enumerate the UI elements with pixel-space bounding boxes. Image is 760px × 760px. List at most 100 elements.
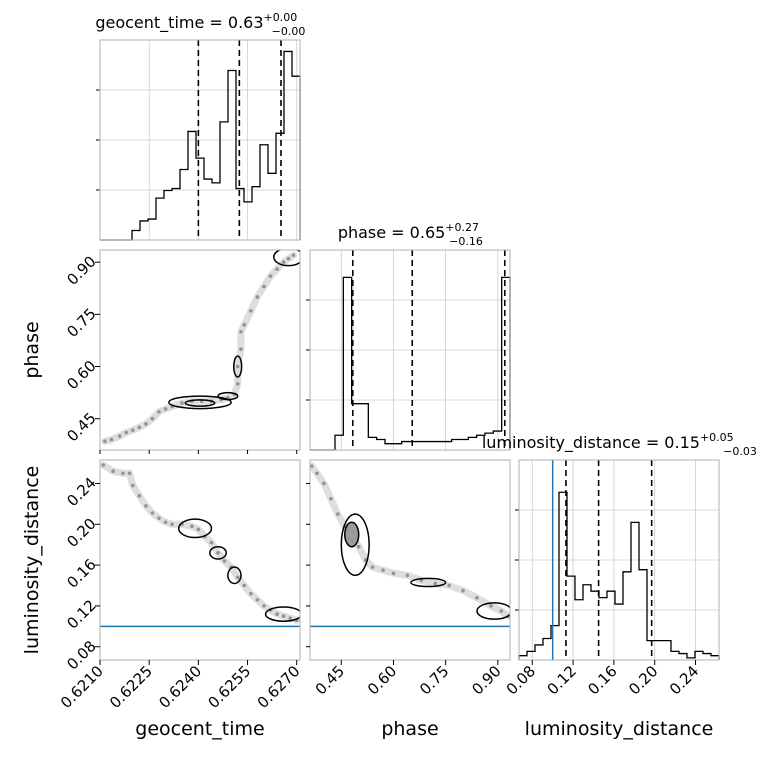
panel-phase_luminosity_distance-point-7 — [356, 544, 361, 549]
panel-geocent_time_phase-point-22 — [242, 322, 247, 327]
panel-geocent_time_phase-point-4 — [130, 428, 135, 432]
panel-phase_luminosity_distance-point-3 — [329, 496, 333, 501]
title-ph-upper: +0.27 — [445, 221, 479, 234]
yaxis-ph: 0.45 0.60 0.75 0.90 phase — [21, 252, 100, 445]
panel-geocent_time_phase-point-1 — [109, 437, 114, 442]
hist-ph: phase = 0.65+0.27−0.16 — [306, 221, 511, 451]
panel-geocent_time_luminosity_distance-contour-2 — [227, 566, 242, 585]
panel-geocent_time_phase-point-5 — [137, 425, 142, 430]
panel-geocent_time_luminosity_distance-point-12 — [190, 524, 194, 529]
ytick-label-ph-0: 0.45 — [63, 409, 99, 445]
panel-phase_luminosity_distance-point-18 — [489, 604, 493, 608]
ytick-label-ld-4: 0.24 — [63, 474, 99, 510]
ytick-label-ph-1: 0.60 — [63, 357, 99, 393]
panel-geocent_time_luminosity_distance-point-13 — [196, 527, 201, 532]
panel-phase_luminosity_distance-point-1 — [315, 471, 319, 476]
panel-geocent_time_luminosity_distance-point-26 — [281, 614, 286, 618]
panel-geocent_time_phase-content — [101, 250, 300, 445]
title-ld-lower: −0.03 — [723, 445, 757, 458]
xlabel-ph: phase — [381, 718, 438, 740]
panel-geocent_time_phase-frame — [99, 249, 301, 451]
hist-gt-frame — [99, 39, 301, 241]
panel-geocent_time_luminosity_distance-frame — [99, 459, 301, 661]
panel-geocent_time_luminosity_distance-point-3 — [127, 471, 132, 476]
hist-ld: luminosity_distance = 0.15+0.05−0.03 — [482, 431, 757, 660]
panel-geocent_time_phase-contour-4 — [273, 250, 300, 267]
panel-geocent_time_luminosity_distance-point-27 — [288, 616, 292, 620]
ylabel-ph: phase — [21, 321, 43, 378]
panel-geocent_time_luminosity_distance-point-0 — [101, 463, 106, 467]
panel-geocent_time_luminosity_distance-point-23 — [262, 604, 266, 608]
panel-phase_luminosity_distance-point-17 — [475, 595, 479, 600]
panel-geocent_time_phase-point-20 — [239, 347, 243, 351]
panel-geocent_time_phase-point-18 — [235, 382, 240, 386]
panel-geocent_time_phase-point-23 — [249, 309, 253, 313]
panel-geocent_time_luminosity_distance — [100, 461, 300, 628]
panel-geocent_time_luminosity_distance-point-16 — [216, 551, 220, 555]
panel-geocent_time_phase-point-24 — [255, 295, 260, 299]
title-ph-prefix: phase = 0.65 — [338, 223, 445, 242]
title-ph: phase = 0.65+0.27 — [338, 221, 479, 242]
panel-geocent_time_luminosity_distance-point-6 — [144, 504, 148, 508]
panel-phase_luminosity_distance-point-19 — [499, 609, 504, 613]
xtick-label-ld-4: 0.24 — [666, 662, 702, 698]
panel-geocent_time_phase-point-2 — [117, 434, 122, 438]
panel-geocent_time_luminosity_distance-point-7 — [150, 511, 155, 515]
title-gt-prefix: geocent_time = 0.63 — [95, 13, 263, 33]
panel-geocent_time_phase-point-3 — [124, 430, 129, 435]
xlabel-ld: luminosity_distance — [525, 718, 714, 740]
panel-geocent_time_luminosity_distance-contour-3 — [264, 606, 300, 622]
panel-geocent_time_phase-point-19 — [235, 364, 240, 369]
xtick-label-gt-0: 0.6210 — [57, 662, 107, 712]
panel-phase_luminosity_distance-point-0 — [310, 464, 314, 468]
panel-geocent_time_phase-point-7 — [150, 416, 155, 421]
panel-geocent_time_phase-contour-0 — [184, 399, 216, 407]
panel-geocent_time_phase-point-29 — [286, 256, 291, 261]
xtick-label-ph-3: 0.90 — [468, 662, 504, 698]
xtick-label-ld-1: 0.12 — [544, 662, 580, 698]
panel-geocent_time_phase-point-30 — [291, 253, 296, 258]
panel-geocent_time_luminosity_distance-density — [100, 461, 300, 624]
panel-geocent_time_luminosity_distance-content — [100, 461, 300, 628]
panel-phase_luminosity_distance-point-16 — [461, 588, 465, 593]
panel-phase_luminosity_distance-contour-1 — [340, 513, 370, 577]
panel-phase_luminosity_distance-point-15 — [447, 583, 451, 588]
panel-geocent_time_phase-point-0 — [103, 439, 107, 444]
panel-geocent_time_phase-point-8 — [157, 409, 161, 414]
panel-phase_luminosity_distance-frame — [309, 459, 511, 661]
panel-geocent_time_phase-point-11 — [180, 401, 184, 405]
panel-geocent_time_luminosity_distance-point-8 — [157, 516, 161, 520]
panel-geocent_time_phase-contour-1 — [168, 395, 232, 410]
panel-geocent_time_luminosity_distance-point-1 — [111, 469, 115, 474]
hist-gt: geocent_time = 0.63+0.00−0.00 — [95, 11, 305, 241]
panel-geocent_time_luminosity_distance-point-5 — [137, 493, 142, 498]
panel-geocent_time_phase-point-28 — [281, 260, 286, 264]
xaxis-gt: 0.6210 0.6225 0.6240 0.6255 0.6270 geocent_ti… — [57, 450, 304, 740]
panel-geocent_time_luminosity_distance-contour-0 — [177, 518, 213, 539]
panel-phase_luminosity_distance — [310, 462, 510, 628]
panel-phase_luminosity_distance-point-9 — [370, 565, 375, 569]
panel-phase_luminosity_distance-point-10 — [381, 568, 385, 573]
title-ph-lower: −0.16 — [449, 235, 483, 248]
xaxis-ld: 0.08 0.12 0.16 0.20 0.24 luminosity_distance — [503, 660, 714, 740]
title-ld: luminosity_distance = 0.15+0.05 — [482, 431, 734, 453]
panel-geocent_time_luminosity_distance-point-22 — [255, 597, 260, 602]
panel-geocent_time_luminosity_distance-point-10 — [170, 522, 174, 527]
panel-phase_luminosity_distance-point-12 — [405, 573, 410, 578]
ytick-label-ld-1: 0.12 — [63, 596, 99, 632]
title-ld-upper: +0.05 — [700, 431, 734, 444]
panel-geocent_time_luminosity_distance-point-21 — [249, 591, 253, 596]
panel-geocent_time_luminosity_distance-contour-1 — [209, 545, 227, 560]
xtick-label-ld-2: 0.16 — [584, 662, 620, 698]
hist-ph-step — [310, 276, 511, 451]
panel-geocent_time_luminosity_distance-point-19 — [235, 575, 240, 580]
xtick-label-ph-2: 0.75 — [416, 662, 452, 698]
title-gt: geocent_time = 0.63+0.00 — [95, 11, 297, 33]
xtick-label-ld-0: 0.08 — [503, 662, 539, 698]
panel-geocent_time_phase-contour-3 — [233, 355, 243, 378]
panel-geocent_time_phase-point-27 — [275, 267, 279, 271]
xtick-label-ph-1: 0.60 — [364, 662, 400, 698]
panel-phase_luminosity_distance-point-11 — [391, 571, 396, 576]
